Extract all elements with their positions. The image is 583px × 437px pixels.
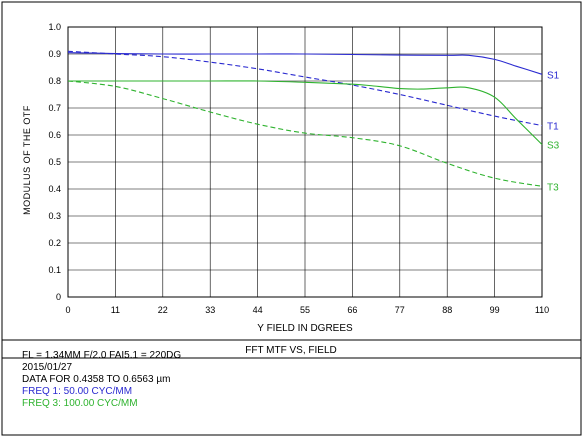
wavelength-line: DATA FOR 0.4358 TO 0.6563 µm: [22, 374, 171, 385]
lens-spec-line: FL = 1.34MM F/2.0 FAI5.1 = 220DG: [22, 350, 182, 361]
chart-title: FFT MTF VS, FIELD: [245, 345, 336, 356]
x-tick-label: 66: [347, 305, 357, 315]
plot-frame: [67, 26, 543, 298]
y-tick-label: 0.1: [48, 265, 61, 275]
y-tick-label: 0.8: [48, 76, 61, 86]
series-labels: S1 T1 S3 T3: [547, 70, 560, 193]
x-tick-label: 22: [158, 305, 168, 315]
series-line-s3: [68, 80, 543, 145]
x-tick-label: 55: [300, 305, 310, 315]
grid: [68, 27, 542, 297]
y-tick-label: 0.7: [48, 103, 61, 113]
x-tick-label: 0: [65, 305, 70, 315]
series-line-t3: [67, 80, 543, 187]
y-tick-label: 1.0: [48, 22, 61, 32]
x-tick-label: 77: [395, 305, 405, 315]
x-tick-label: 33: [205, 305, 215, 315]
x-tick-label: 110: [535, 305, 549, 315]
x-tick-label: 99: [490, 305, 500, 315]
y-tick-label: 0.2: [48, 238, 61, 248]
y-axis-label: MODULUS OF THE OTF: [22, 105, 32, 215]
y-tick-label: 0.4: [48, 184, 61, 194]
series-label-t1: T1: [547, 122, 559, 133]
series-line-t1: [67, 50, 543, 127]
x-tick-label: 44: [253, 305, 263, 315]
lens-info-block: FL = 1.34MM F/2.0 FAI5.1 = 220DG 2015/01…: [22, 350, 181, 410]
date-line: 2015/01/27: [22, 362, 73, 373]
y-tick-label: 0.6: [48, 130, 61, 140]
y-tick-label: 0: [56, 292, 61, 302]
series-label-s3: S3: [547, 140, 560, 151]
freq-3-line: FREQ 3: 100.00 CYC/MM: [22, 398, 138, 409]
y-tick-label: 0.9: [48, 49, 61, 59]
freq-1-line: FREQ 1: 50.00 CYC/MM: [22, 386, 133, 397]
tick-labels: 0 11 22 33 44 55 66 77 88 99 110 0 0.1 0.2 0.3 0.4 0.5 0.…: [48, 22, 549, 315]
y-tick-label: 0.5: [48, 157, 61, 167]
x-axis-label: Y FIELD IN DGREES: [257, 323, 353, 334]
y-tick-label: 0.3: [48, 211, 61, 221]
series-label-t3: T3: [547, 182, 559, 193]
x-tick-label: 88: [442, 305, 452, 315]
series-line-s1: [67, 52, 543, 75]
series-lines: [67, 50, 543, 187]
series-label-s1: S1: [547, 70, 560, 81]
x-tick-label: 11: [111, 305, 120, 315]
